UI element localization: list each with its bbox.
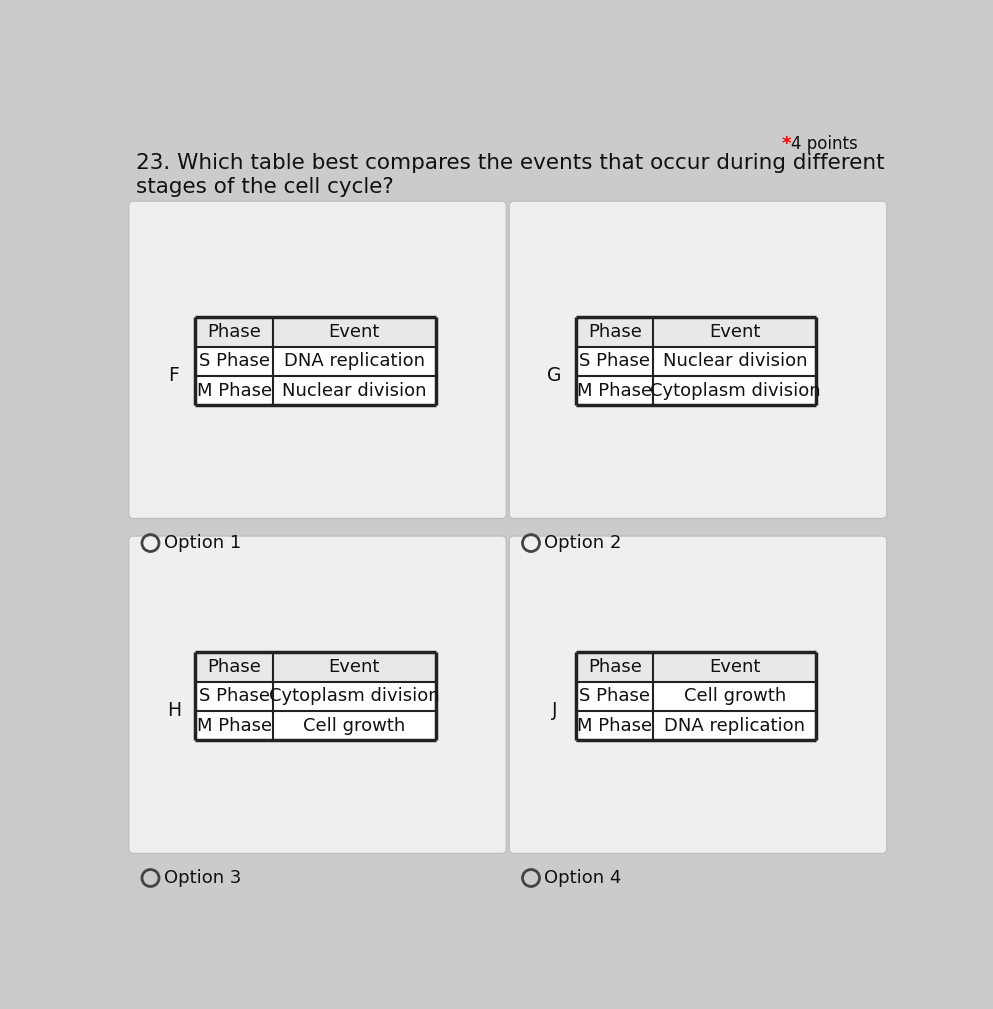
Text: H: H	[167, 701, 181, 720]
Text: *: *	[781, 135, 790, 153]
Text: Event: Event	[329, 323, 380, 341]
Text: Phase: Phase	[588, 323, 641, 341]
Text: Cytoplasm division: Cytoplasm division	[649, 381, 820, 400]
Text: 4 points: 4 points	[790, 135, 857, 153]
Text: DNA replication: DNA replication	[664, 716, 805, 735]
Text: Event: Event	[709, 323, 761, 341]
Text: S Phase: S Phase	[199, 687, 270, 705]
Text: Option 4: Option 4	[544, 869, 622, 887]
Text: Event: Event	[329, 658, 380, 676]
Text: Nuclear division: Nuclear division	[282, 381, 427, 400]
Bar	[196, 653, 436, 682]
Text: Cytoplasm division: Cytoplasm division	[269, 687, 440, 705]
Text: S Phase: S Phase	[579, 687, 650, 705]
Text: Phase: Phase	[208, 323, 261, 341]
Text: M Phase: M Phase	[577, 716, 652, 735]
Text: Event: Event	[709, 658, 761, 676]
FancyBboxPatch shape	[509, 536, 887, 854]
Text: G: G	[547, 366, 561, 385]
Text: Cell growth: Cell growth	[684, 687, 785, 705]
Text: Nuclear division: Nuclear division	[662, 352, 807, 370]
Text: F: F	[168, 366, 179, 385]
Bar	[576, 318, 816, 347]
Text: J: J	[551, 701, 557, 720]
Bar	[196, 318, 436, 406]
Text: S Phase: S Phase	[579, 352, 650, 370]
FancyBboxPatch shape	[129, 201, 506, 519]
Text: 23. Which table best compares the events that occur during different: 23. Which table best compares the events…	[136, 153, 885, 174]
Text: M Phase: M Phase	[197, 381, 272, 400]
Text: Option 2: Option 2	[544, 534, 622, 552]
Text: Option 1: Option 1	[164, 534, 241, 552]
FancyBboxPatch shape	[129, 536, 506, 854]
Bar	[576, 318, 816, 406]
Text: Phase: Phase	[588, 658, 641, 676]
Text: stages of the cell cycle?: stages of the cell cycle?	[136, 177, 393, 197]
Bar	[576, 653, 816, 682]
Text: Cell growth: Cell growth	[303, 716, 405, 735]
Text: Option 3: Option 3	[164, 869, 241, 887]
Text: S Phase: S Phase	[199, 352, 270, 370]
FancyBboxPatch shape	[509, 201, 887, 519]
Bar	[576, 653, 816, 741]
Text: M Phase: M Phase	[577, 381, 652, 400]
Text: DNA replication: DNA replication	[284, 352, 425, 370]
Text: M Phase: M Phase	[197, 716, 272, 735]
Text: Phase: Phase	[208, 658, 261, 676]
Bar	[196, 318, 436, 347]
Bar	[196, 653, 436, 741]
